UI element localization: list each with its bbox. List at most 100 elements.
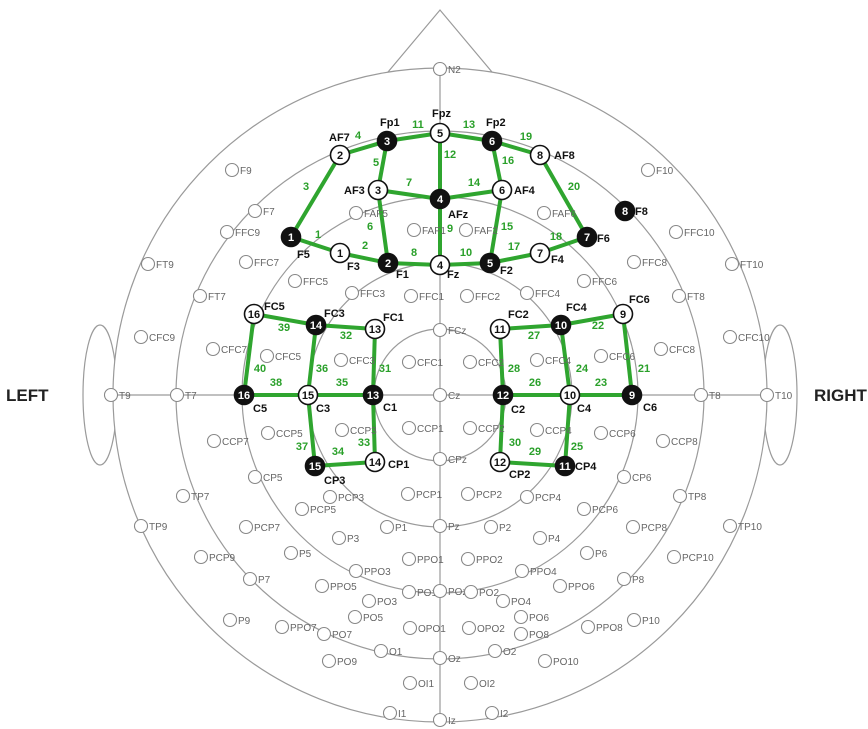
electrode-label: FFC3 bbox=[360, 289, 385, 300]
channel-number: 38 bbox=[270, 377, 282, 389]
electrode-label: I1 bbox=[398, 709, 407, 720]
electrode-marker bbox=[668, 224, 684, 240]
optode-marker bbox=[362, 384, 384, 406]
electrode-label: P7 bbox=[258, 575, 271, 586]
optode-label: F8 bbox=[635, 206, 648, 218]
source-8: 8 F8 bbox=[614, 200, 648, 222]
electrode-label: P4 bbox=[548, 534, 561, 545]
optode-number: 1 bbox=[337, 248, 343, 260]
channel-number: 17 bbox=[508, 241, 520, 253]
electrode-label: FT7 bbox=[208, 292, 226, 303]
electrode-marker bbox=[206, 433, 222, 449]
channel-line-22 bbox=[559, 312, 625, 327]
detector-2: 2 AF7 bbox=[329, 132, 351, 166]
detector-16: 16 FC5 bbox=[243, 301, 285, 325]
electrode-marker bbox=[379, 519, 395, 535]
electrode-marker bbox=[432, 387, 448, 403]
electrode-marker bbox=[580, 619, 596, 635]
left-label: LEFT bbox=[6, 386, 49, 405]
electrode-label: FAF6 bbox=[552, 209, 576, 220]
optode-label: F2 bbox=[500, 265, 513, 277]
electrode-marker bbox=[175, 488, 191, 504]
electrode-FFC6: FFC6 bbox=[576, 273, 617, 289]
channel-number: 6 bbox=[367, 221, 373, 233]
channel-number: 18 bbox=[550, 231, 562, 243]
electrode-FAF2: FAF2 bbox=[458, 222, 498, 238]
optode-number: 3 bbox=[375, 185, 381, 197]
electrode-PCP8: PCP8 bbox=[625, 519, 668, 535]
channel-line-28 bbox=[498, 327, 505, 397]
optode-marker bbox=[621, 384, 643, 406]
optode-marker bbox=[489, 318, 511, 340]
optode-label: AF4 bbox=[514, 185, 536, 197]
electrode-marker bbox=[458, 222, 474, 238]
electrode-marker bbox=[626, 612, 642, 628]
electrode-PO6: PO6 bbox=[513, 609, 549, 625]
electrode-marker bbox=[133, 518, 149, 534]
electrode-F10: F10 bbox=[640, 162, 674, 178]
optode-marker bbox=[550, 314, 572, 336]
electrode-marker bbox=[361, 593, 377, 609]
optode-number: 3 bbox=[384, 136, 390, 148]
electrode-label: CCP5 bbox=[276, 429, 303, 440]
electrode-marker bbox=[247, 203, 263, 219]
electrode-CCP3: CCP3 bbox=[334, 422, 377, 438]
optode-marker bbox=[297, 384, 319, 406]
electrode-marker bbox=[247, 469, 263, 485]
detector-4: 4Fz bbox=[429, 254, 460, 281]
electrode-label: FAF2 bbox=[474, 226, 498, 237]
electrode-TP10: TP10 bbox=[722, 518, 762, 534]
optode-marker bbox=[329, 242, 351, 264]
electrode-label: FT9 bbox=[156, 260, 174, 271]
electrode-marker bbox=[432, 61, 448, 77]
source-9: 9 C6 bbox=[621, 384, 657, 414]
detector-3: 3 AF3 bbox=[344, 179, 389, 201]
electrode-label: PPO3 bbox=[364, 567, 391, 578]
electrode-marker bbox=[460, 486, 476, 502]
electrode-marker bbox=[260, 425, 276, 441]
channel-number: 15 bbox=[501, 221, 513, 233]
optode-number: 11 bbox=[494, 324, 506, 336]
detector-6: 6 AF4 bbox=[491, 179, 536, 201]
optode-label: FC4 bbox=[566, 302, 588, 314]
electrode-label: FT8 bbox=[687, 292, 705, 303]
optode-label: Fp2 bbox=[486, 117, 506, 129]
electrode-CFC5: CFC5 bbox=[259, 348, 302, 364]
electrode-PCP10: PCP10 bbox=[666, 549, 714, 565]
channel-number: 9 bbox=[447, 223, 453, 235]
electrode-marker bbox=[463, 584, 479, 600]
electrode-FAF6: FAF6 bbox=[536, 205, 576, 221]
channel-number: 33 bbox=[358, 437, 370, 449]
optode-number: 5 bbox=[487, 258, 493, 270]
electrode-marker bbox=[401, 354, 417, 370]
electrode-marker bbox=[314, 578, 330, 594]
optode-number: 4 bbox=[437, 194, 444, 206]
optode-marker bbox=[481, 130, 503, 152]
electrode-label: TP7 bbox=[191, 492, 210, 503]
channel-number: 22 bbox=[592, 320, 604, 332]
electrode-CCP5: CCP5 bbox=[260, 425, 303, 441]
electrode-marker bbox=[348, 563, 364, 579]
channel-number: 20 bbox=[568, 181, 580, 193]
electrode-P8: P8 bbox=[616, 571, 645, 587]
optode-number: 10 bbox=[555, 320, 567, 332]
electrode-Oz: Oz bbox=[432, 650, 461, 666]
electrode-label: PO3 bbox=[377, 597, 397, 608]
electrode-marker bbox=[347, 609, 363, 625]
optode-marker bbox=[492, 384, 514, 406]
optode-number: 7 bbox=[584, 232, 590, 244]
optode-marker bbox=[429, 254, 451, 276]
source-5: 5 F2 bbox=[479, 252, 513, 277]
electrode-marker bbox=[460, 551, 476, 567]
electrode-label: O1 bbox=[389, 647, 403, 658]
electrode-marker bbox=[400, 486, 416, 502]
channel-number: 12 bbox=[444, 149, 456, 161]
electrode-label: Pz bbox=[448, 522, 460, 533]
optode-label: C3 bbox=[316, 403, 330, 415]
optode-label: AF8 bbox=[554, 150, 575, 162]
electrode-marker bbox=[274, 619, 290, 635]
optode-label: FC3 bbox=[324, 308, 345, 320]
channel-line-36 bbox=[306, 323, 318, 397]
